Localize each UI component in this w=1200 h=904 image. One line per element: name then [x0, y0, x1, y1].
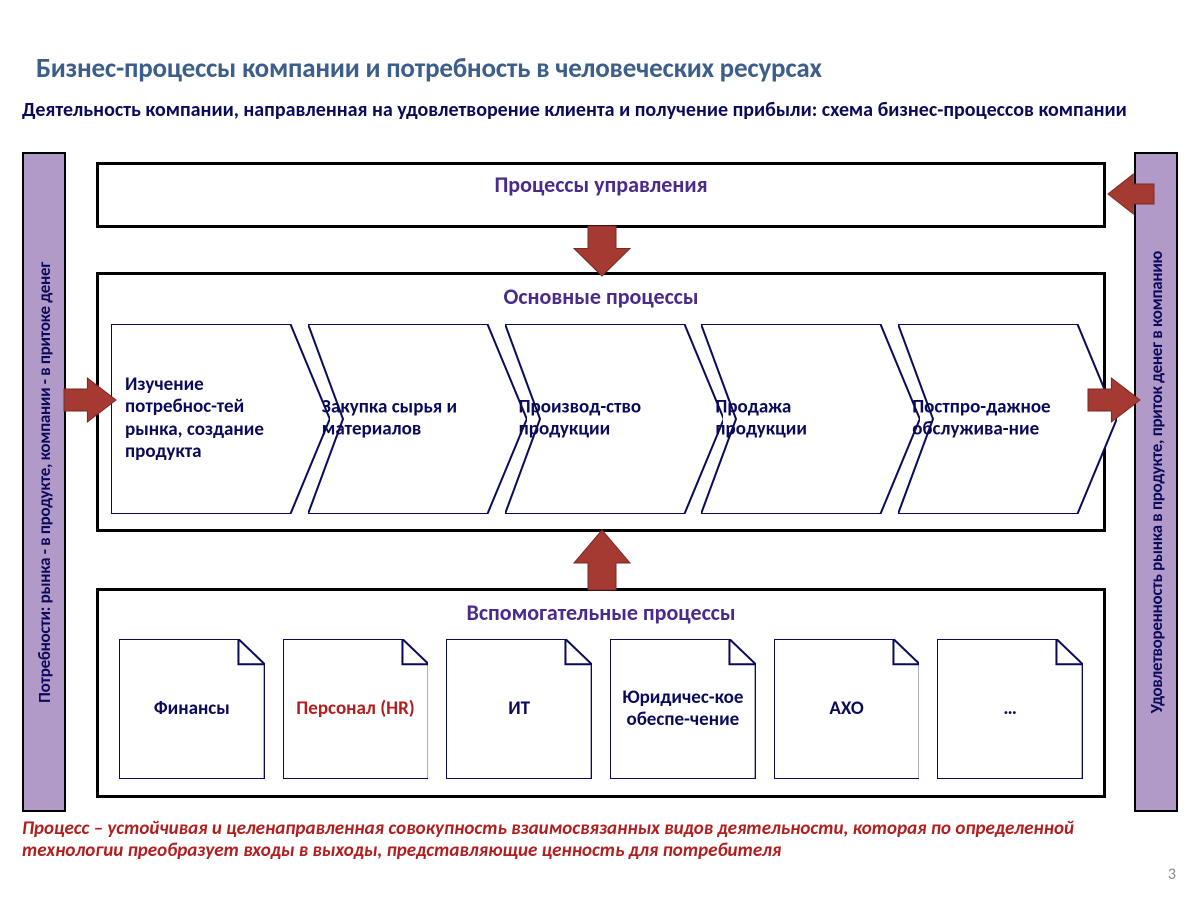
main-process-label: Изучение потребнос-тей рынка, создание п… — [125, 374, 296, 464]
main-process-label: Постпро-дажное обслужива-ние — [912, 397, 1083, 442]
support-process-doc: Персонал (HR) — [283, 639, 429, 779]
support-process-label: Персонал (HR) — [291, 698, 421, 720]
page-number: 3 — [1168, 865, 1176, 884]
support-row: Финансы Персонал (HR) ИТ Юридичес-кое об… — [119, 639, 1083, 779]
block-arrow-up-icon — [574, 530, 630, 590]
right-side-column: Удовлетворенность рынка в продукте, прит… — [1134, 152, 1178, 812]
main-process-chevron: Производ-ство продукции — [505, 324, 724, 514]
management-heading: Процессы управления — [99, 165, 1103, 202]
main-heading: Основные процессы — [99, 277, 1103, 314]
support-process-label: … — [945, 698, 1075, 720]
main-chevron-row: Изучение потребнос-тей рынка, создание п… — [111, 321, 1095, 517]
left-side-column: Потребности: рынка - в продукте, компани… — [22, 152, 66, 812]
slide-title: Бизнес-процессы компании и потребность в… — [36, 52, 1164, 85]
block-arrow-down-icon — [574, 226, 630, 276]
support-process-label: ИТ — [454, 698, 584, 720]
support-processes-box: Вспомогательные процессы Финансы Персона… — [96, 588, 1106, 798]
support-process-doc: Финансы — [119, 639, 265, 779]
main-process-label: Производ-ство продукции — [519, 397, 690, 442]
support-process-doc: ИТ — [446, 639, 592, 779]
main-process-chevron: Изучение потребнос-тей рынка, создание п… — [111, 324, 330, 514]
main-process-chevron: Закупка сырья и материалов — [308, 324, 527, 514]
support-process-doc: АХО — [774, 639, 920, 779]
support-process-doc: … — [937, 639, 1083, 779]
left-side-text: Потребности: рынка - в продукте, компани… — [34, 262, 55, 703]
support-process-label: Юридичес-кое обеспе-чение — [618, 687, 748, 731]
slide-subtitle: Деятельность компании, направленная на у… — [22, 98, 1178, 123]
support-process-doc: Юридичес-кое обеспе-чение — [610, 639, 756, 779]
management-processes-box: Процессы управления — [96, 162, 1106, 228]
right-side-text: Удовлетворенность рынка в продукте, прит… — [1146, 251, 1167, 713]
main-process-label: Закупка сырья и материалов — [322, 397, 493, 442]
main-process-label: Продажа продукции — [715, 397, 886, 442]
main-process-chevron: Продажа продукции — [701, 324, 920, 514]
support-process-label: АХО — [782, 698, 912, 720]
footnote: Процесс – устойчивая и целенаправленная … — [22, 818, 1140, 863]
support-process-label: Финансы — [127, 698, 257, 720]
main-processes-box: Основные процессы Изучение потребнос-тей… — [96, 272, 1106, 532]
main-process-chevron: Постпро-дажное обслужива-ние — [898, 324, 1117, 514]
support-heading: Вспомогательные процессы — [99, 593, 1103, 630]
